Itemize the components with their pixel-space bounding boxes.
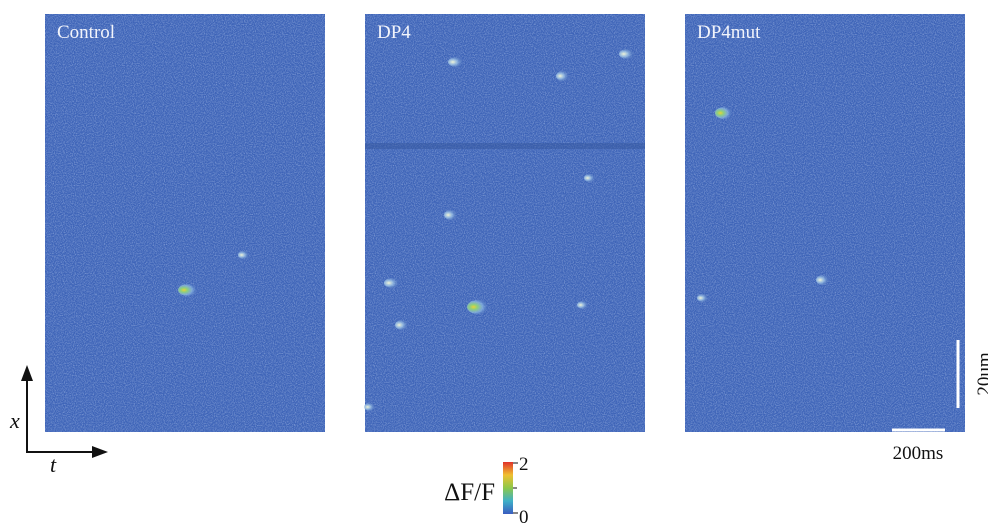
panel-label: DP4mut [697,22,761,43]
figure: Control DP4 DP4mut x t 20um 2 0 [0,0,988,525]
axis-label: x [9,408,20,433]
panel-label: Control [57,22,115,43]
axis-label: t [50,452,57,477]
panel-control: Control [45,14,325,432]
scale-label: 200ms [893,443,944,464]
colorbar-max: 2 [519,454,529,475]
panel-label: DP4 [377,22,411,43]
panel-dp4mut: DP4mut [685,14,965,432]
colorbar-min: 0 [519,507,529,525]
panel-dp4: DP4 [364,14,645,432]
colorbar: ΔF/F 2 0 [444,454,528,525]
scale-label: 20um [974,352,988,396]
colorbar-title: ΔF/F [444,479,495,506]
